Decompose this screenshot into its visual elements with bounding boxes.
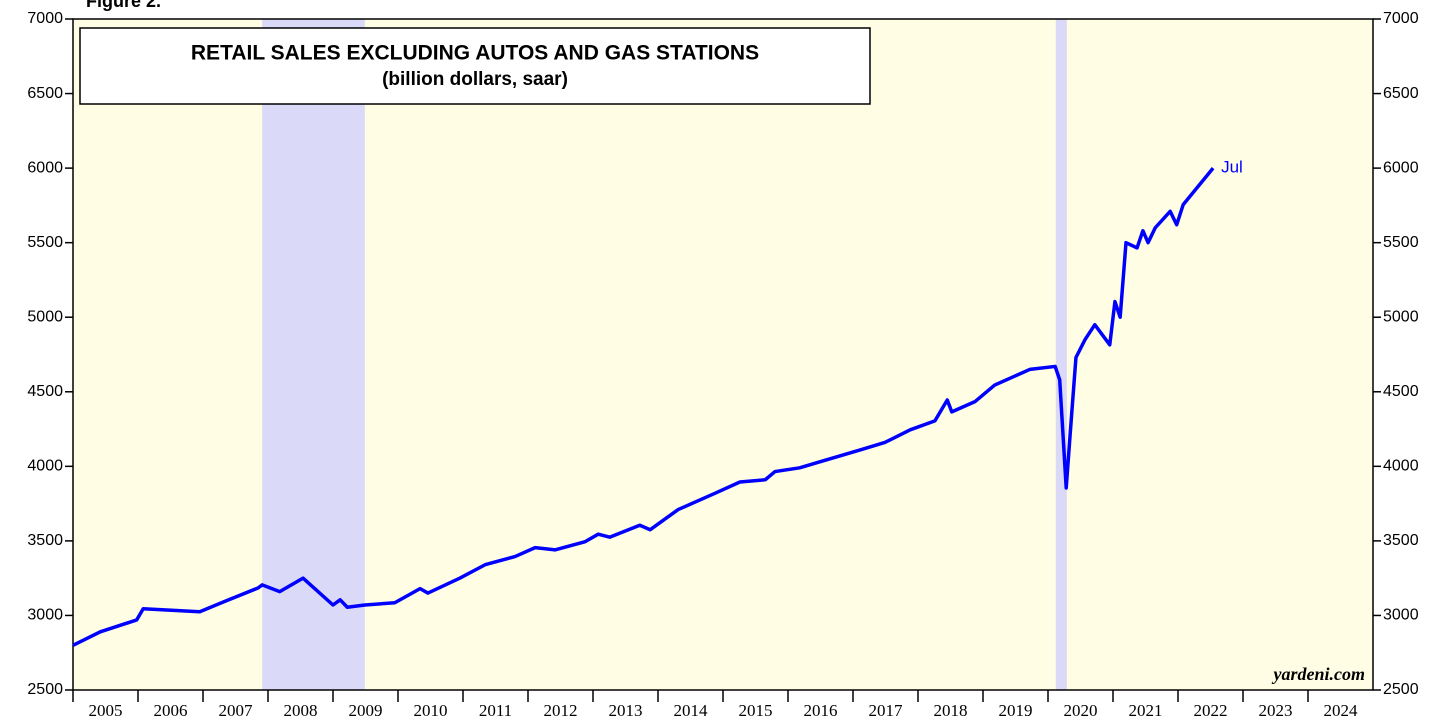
y-tick-label: 5500 — [27, 234, 63, 251]
x-tick-label: 2006 — [154, 701, 188, 720]
x-tick-label: 2011 — [479, 701, 512, 720]
y2-tick-label: 4000 — [1383, 458, 1419, 475]
y2-tick-label: 5500 — [1383, 234, 1419, 251]
x-tick-label: 2020 — [1064, 701, 1098, 720]
chart-title: RETAIL SALES EXCLUDING AUTOS AND GAS STA… — [191, 42, 759, 65]
x-tick-label: 2008 — [284, 701, 318, 720]
plot-frame — [72, 18, 1374, 691]
title-box — [79, 27, 871, 105]
x-tick-label: 2019 — [999, 701, 1033, 720]
x-tick-label: 2013 — [609, 701, 643, 720]
y-tick-label: 5000 — [27, 308, 63, 325]
y2-tick-label: 7000 — [1383, 10, 1419, 27]
figure-label: Figure 2. — [86, 0, 161, 11]
x-tick-label: 2005 — [89, 701, 123, 720]
y2-tick-label: 6500 — [1383, 85, 1419, 102]
x-tick-label: 2024 — [1324, 701, 1359, 720]
chart-subtitle: (billion dollars, saar) — [382, 69, 568, 90]
x-tick-label: 2017 — [869, 701, 904, 720]
source-label: yardeni.com — [1272, 664, 1366, 684]
x-tick-label: 2010 — [414, 701, 448, 720]
x-tick-label: 2014 — [674, 701, 709, 720]
y2-tick-label: 3000 — [1383, 607, 1419, 624]
x-tick-label: 2009 — [349, 701, 383, 720]
x-tick-label: 2012 — [544, 701, 578, 720]
y-tick-label: 4000 — [27, 458, 63, 475]
y2-tick-label: 6000 — [1383, 159, 1419, 176]
end-label: Jul — [1221, 158, 1243, 177]
y-tick-label: 7000 — [27, 10, 63, 27]
y-tick-label: 6500 — [27, 85, 63, 102]
y-tick-label: 4500 — [27, 383, 63, 400]
y-tick-label: 2500 — [27, 681, 63, 698]
x-tick-label: 2021 — [1129, 701, 1163, 720]
x-tick-label: 2018 — [934, 701, 968, 720]
x-tick-label: 2015 — [739, 701, 773, 720]
y2-tick-label: 3500 — [1383, 532, 1419, 549]
recession-band — [262, 19, 365, 690]
y-tick-label: 3500 — [27, 532, 63, 549]
y-tick-label: 3000 — [27, 607, 63, 624]
x-tick-label: 2023 — [1259, 701, 1293, 720]
data-line — [72, 167, 1215, 647]
y2-tick-label: 5000 — [1383, 308, 1419, 325]
y-tick-label: 6000 — [27, 159, 63, 176]
x-tick-label: 2007 — [219, 701, 254, 720]
y2-tick-label: 2500 — [1383, 681, 1419, 698]
x-tick-label: 2022 — [1194, 701, 1228, 720]
recession-band — [1055, 19, 1067, 690]
y2-tick-label: 4500 — [1383, 383, 1419, 400]
x-tick-label: 2016 — [804, 701, 838, 720]
